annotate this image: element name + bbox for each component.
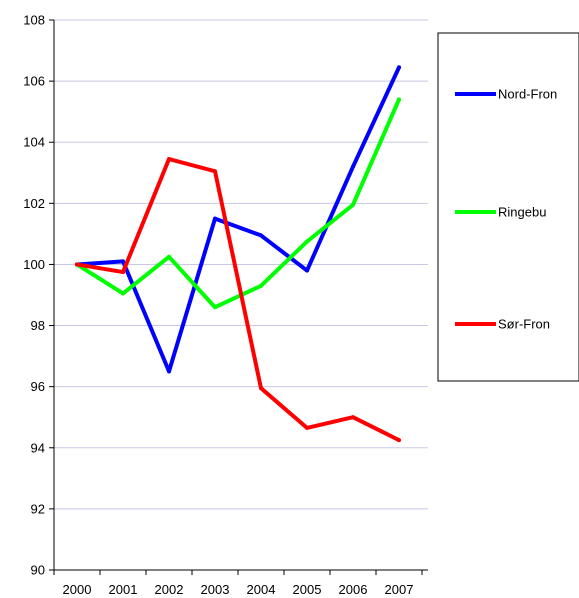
data-point (351, 202, 355, 207)
data-point (167, 369, 171, 374)
x-axis-ticks: 2000 2001 2002 2003 2004 2005 2006 2007 (53, 570, 423, 597)
data-point (121, 270, 125, 275)
legend: Nord-Fron Ringebu Sør-Fron (437, 32, 579, 382)
data-point (305, 425, 309, 430)
grid-lines (54, 19, 428, 510)
legend-label: Nord-Fron (498, 87, 557, 102)
y-tick-label: 92 (31, 501, 45, 516)
data-point (259, 283, 263, 288)
data-point (397, 438, 401, 443)
data-point (213, 216, 217, 221)
x-tick-label: 2005 (293, 582, 322, 597)
data-point (259, 233, 263, 238)
x-tick-label: 2004 (247, 582, 276, 597)
series-line-ringebu (75, 97, 401, 310)
data-point (121, 259, 125, 264)
legend-label: Ringebu (498, 205, 546, 220)
x-tick-label: 2000 (63, 582, 92, 597)
data-point (351, 164, 355, 169)
data-point (167, 157, 171, 162)
y-tick-label: 104 (23, 135, 45, 150)
x-tick-label: 2003 (201, 582, 230, 597)
y-tick-label: 90 (31, 563, 45, 578)
data-point (167, 254, 171, 259)
x-tick-label: 2007 (385, 582, 414, 597)
data-point (213, 305, 217, 310)
x-tick-label: 2002 (155, 582, 184, 597)
series-line-s-r-fron (75, 157, 401, 443)
data-point (397, 65, 401, 70)
data-point (213, 169, 217, 174)
axes (53, 20, 428, 571)
y-tick-label: 96 (31, 379, 45, 394)
data-point (305, 239, 309, 244)
data-point (121, 291, 125, 296)
y-tick-label: 98 (31, 318, 45, 333)
data-point (259, 386, 263, 391)
x-tick-label: 2006 (339, 582, 368, 597)
y-tick-label: 108 (23, 13, 45, 28)
y-tick-label: 100 (23, 257, 45, 272)
data-point (351, 415, 355, 420)
data-point (75, 262, 79, 267)
series-lines (75, 65, 401, 443)
legend-label: Sør-Fron (498, 317, 550, 332)
x-tick-label: 2001 (109, 582, 138, 597)
series-line-nord-fron (75, 65, 401, 374)
data-point (305, 268, 309, 273)
y-tick-label: 102 (23, 196, 45, 211)
y-tick-label: 106 (23, 74, 45, 89)
data-point (397, 97, 401, 102)
y-axis-ticks: 90 92 94 96 98 100 102 104 106 108 (23, 13, 54, 578)
y-tick-label: 94 (31, 440, 45, 455)
